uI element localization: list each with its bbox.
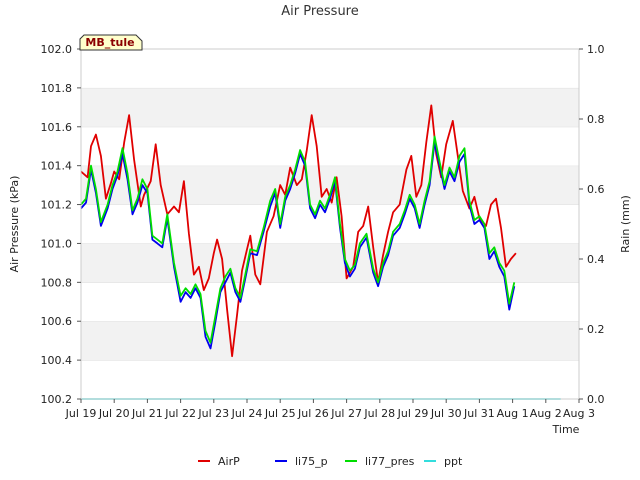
x-tick-label: Jul 29 [397,407,429,420]
y2-tick-label: 0.6 [587,183,605,196]
x-tick-label: Jul 21 [131,407,163,420]
y-axis-ticks: 100.2 100.4 100.6 100.8 101.0 101.2 101.4 101.6… [41,43,81,406]
y2-tick-label: 0.0 [587,393,605,406]
station-label: MB_tule [85,36,134,49]
grid-band [81,360,579,399]
y2-axis-label: Rain (mm) [619,195,632,253]
legend-label: li77_pres [365,455,415,468]
x-tick-label: Aug 2 [530,407,562,420]
x-tick-label: Aug 3 [563,407,595,420]
x-tick-label: Jul 20 [98,407,130,420]
y-tick-label: 101.4 [41,160,73,173]
y2-axis-ticks: 0.0 0.2 0.4 0.6 0.8 1.0 [579,43,605,406]
grid-band [81,282,579,322]
y-tick-label: 101.6 [41,121,73,134]
y-tick-label: 101.8 [41,82,73,95]
legend-label: li75_p [295,455,328,468]
x-tick-label: Jul 19 [65,407,97,420]
x-tick-label: Jul 23 [197,407,229,420]
y2-tick-label: 0.4 [587,253,605,266]
y2-tick-label: 0.2 [587,323,605,336]
y2-tick-label: 0.8 [587,113,605,126]
x-tick-label: Aug 1 [497,407,529,420]
x-tick-label: Jul 24 [231,407,263,420]
y-tick-label: 100.6 [41,315,73,328]
y-tick-label: 101.0 [41,237,73,250]
plot-background [81,48,579,399]
grid-band [81,321,579,361]
x-tick-label: Jul 30 [430,407,462,420]
x-tick-label: Jul 31 [463,407,495,420]
x-axis-label: Time [552,423,580,436]
grid-band [81,126,579,166]
station-badge: MB_tule [79,34,143,51]
series-line-li77_pres [80,135,516,344]
y-tick-label: 100.4 [41,354,73,367]
grid-band [81,49,579,88]
chart-title: Air Pressure [281,4,359,19]
legend-label: ppt [444,455,463,468]
y-tick-label: 101.2 [41,199,73,212]
x-tick-label: Jul 27 [330,407,362,420]
series-line-li75_p [80,141,516,350]
x-tick-label: Jul 26 [297,407,329,420]
x-tick-label: Jul 22 [164,407,196,420]
y-tick-label: 100.2 [41,393,73,406]
legend-label: AirP [218,455,240,468]
x-tick-label: Jul 25 [264,407,296,420]
x-tick-label: Jul 28 [363,407,395,420]
y2-tick-label: 1.0 [587,43,605,56]
legend: AirP li75_p li77_pres ppt [198,455,463,468]
plot-frame [80,48,580,400]
x-axis-ticks: Jul 19 Jul 20 Jul 21 Jul 22 Jul 23 Jul 24 Jul … [65,399,595,420]
grid-band [81,87,579,127]
y-tick-label: 100.8 [41,276,73,289]
y-tick-label: 102.0 [41,43,73,56]
y-axis-label: Air Pressure (kPa) [8,176,21,273]
